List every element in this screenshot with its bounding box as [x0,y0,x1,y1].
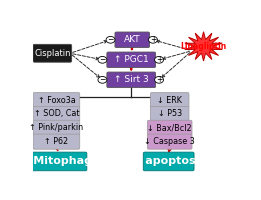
Text: ↓ Caspase 3: ↓ Caspase 3 [144,137,195,146]
Text: ↑ PGC1: ↑ PGC1 [114,55,149,64]
Text: AKT: AKT [124,35,141,44]
FancyBboxPatch shape [107,52,156,68]
Text: ↓ ERK: ↓ ERK [157,96,182,105]
Text: ↓ apoptosis: ↓ apoptosis [132,156,206,166]
Polygon shape [185,32,222,61]
FancyBboxPatch shape [33,44,72,62]
FancyBboxPatch shape [150,106,189,121]
FancyBboxPatch shape [33,134,80,149]
Text: +: + [150,35,156,44]
Text: Cisplatin: Cisplatin [34,49,70,58]
Circle shape [155,56,163,63]
FancyBboxPatch shape [107,72,156,88]
Circle shape [106,36,115,43]
Circle shape [98,56,107,63]
Circle shape [155,76,163,83]
Text: −: − [99,75,106,84]
FancyBboxPatch shape [33,93,80,108]
FancyBboxPatch shape [147,120,192,135]
Text: ↓ P53: ↓ P53 [158,109,182,118]
Text: ↑ Foxo3a: ↑ Foxo3a [38,96,75,105]
Circle shape [98,76,107,83]
FancyBboxPatch shape [150,93,189,108]
FancyBboxPatch shape [143,152,194,171]
Text: +: + [156,55,162,64]
Circle shape [149,36,157,43]
Text: ↑ Pink/parkin: ↑ Pink/parkin [29,123,84,132]
Text: −: − [107,35,114,44]
FancyBboxPatch shape [147,134,192,149]
FancyBboxPatch shape [33,106,80,121]
Text: ↑ P62: ↑ P62 [44,137,68,146]
Text: +: + [156,75,162,84]
Text: Linagliptin: Linagliptin [180,42,227,51]
Text: ↑ Mitophagy: ↑ Mitophagy [20,156,99,166]
FancyBboxPatch shape [32,152,87,171]
Text: ↑ SOD, Cat: ↑ SOD, Cat [34,109,79,118]
Text: −: − [99,55,106,64]
FancyBboxPatch shape [33,120,80,135]
Text: ↓ Bax/Bcl2: ↓ Bax/Bcl2 [147,123,192,132]
Text: ↑ Sirt 3: ↑ Sirt 3 [114,75,149,84]
FancyBboxPatch shape [115,32,150,48]
